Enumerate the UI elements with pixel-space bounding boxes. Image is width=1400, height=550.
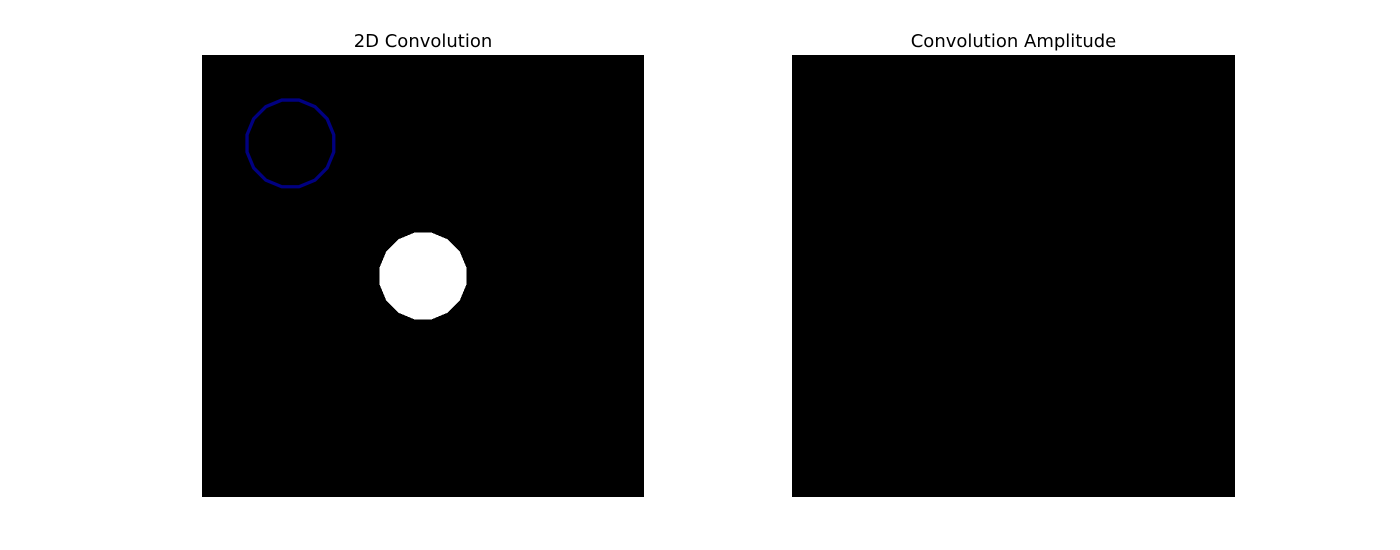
convolution-title: 2D Convolution <box>353 31 493 52</box>
kernel-outline <box>245 98 336 189</box>
amplitude-image <box>792 55 1235 497</box>
amplitude-panel: Convolution Amplitude <box>792 32 1235 497</box>
signal-disk <box>379 232 467 320</box>
convolution-image <box>202 55 644 497</box>
heatmap-background <box>792 55 1235 497</box>
amplitude-title: Convolution Amplitude <box>910 31 1117 52</box>
convolution-panel: 2D Convolution <box>202 32 644 497</box>
